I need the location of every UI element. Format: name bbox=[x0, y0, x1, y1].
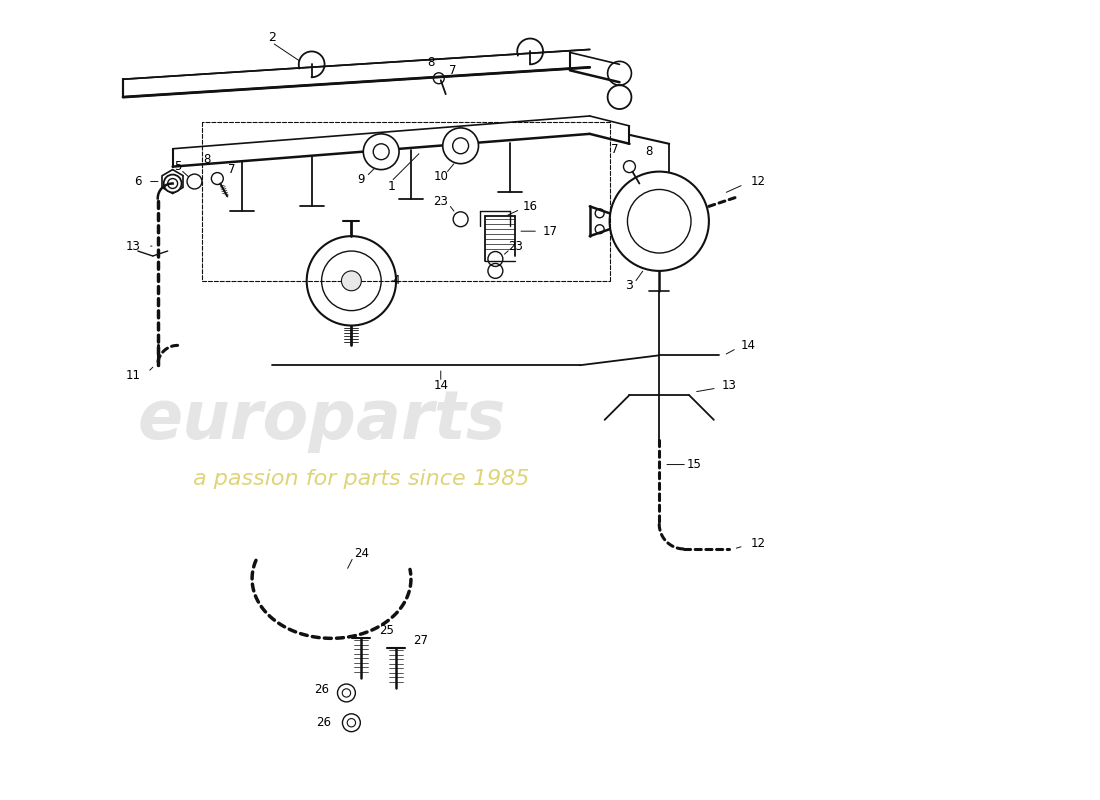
Circle shape bbox=[164, 174, 182, 193]
Text: 25: 25 bbox=[378, 624, 394, 637]
Text: 12: 12 bbox=[751, 175, 766, 188]
Text: 7: 7 bbox=[449, 64, 456, 77]
Text: 27: 27 bbox=[414, 634, 428, 647]
Text: 23: 23 bbox=[433, 195, 448, 208]
Text: 15: 15 bbox=[686, 458, 702, 471]
Circle shape bbox=[363, 134, 399, 170]
Text: 12: 12 bbox=[751, 538, 766, 550]
Text: 9: 9 bbox=[358, 173, 365, 186]
Circle shape bbox=[341, 271, 361, 290]
Polygon shape bbox=[173, 116, 590, 166]
Text: 10: 10 bbox=[433, 170, 448, 183]
Text: a passion for parts since 1985: a passion for parts since 1985 bbox=[194, 470, 529, 490]
Text: 1: 1 bbox=[387, 180, 395, 193]
Text: 8: 8 bbox=[427, 56, 434, 69]
Text: 26: 26 bbox=[316, 716, 331, 730]
Circle shape bbox=[609, 171, 708, 271]
Circle shape bbox=[442, 128, 478, 164]
Text: 16: 16 bbox=[522, 200, 538, 213]
Text: 3: 3 bbox=[626, 279, 634, 292]
Polygon shape bbox=[123, 50, 590, 97]
Text: europarts: europarts bbox=[138, 387, 506, 453]
Text: 14: 14 bbox=[741, 339, 756, 352]
Text: 17: 17 bbox=[542, 225, 558, 238]
Circle shape bbox=[307, 236, 396, 326]
Text: 24: 24 bbox=[354, 547, 368, 561]
Text: 8: 8 bbox=[646, 146, 653, 158]
Text: 13: 13 bbox=[125, 239, 141, 253]
Text: 7: 7 bbox=[610, 143, 618, 156]
Text: 13: 13 bbox=[722, 378, 736, 392]
Text: 14: 14 bbox=[433, 378, 449, 392]
Text: 23: 23 bbox=[508, 239, 522, 253]
Text: 6: 6 bbox=[134, 175, 142, 188]
Text: 26: 26 bbox=[315, 683, 329, 697]
Text: 11: 11 bbox=[125, 369, 141, 382]
Text: 8: 8 bbox=[204, 153, 211, 166]
Text: 2: 2 bbox=[268, 31, 276, 44]
Text: 7: 7 bbox=[229, 163, 236, 176]
Text: 5: 5 bbox=[174, 160, 182, 173]
Text: 4: 4 bbox=[393, 274, 399, 287]
